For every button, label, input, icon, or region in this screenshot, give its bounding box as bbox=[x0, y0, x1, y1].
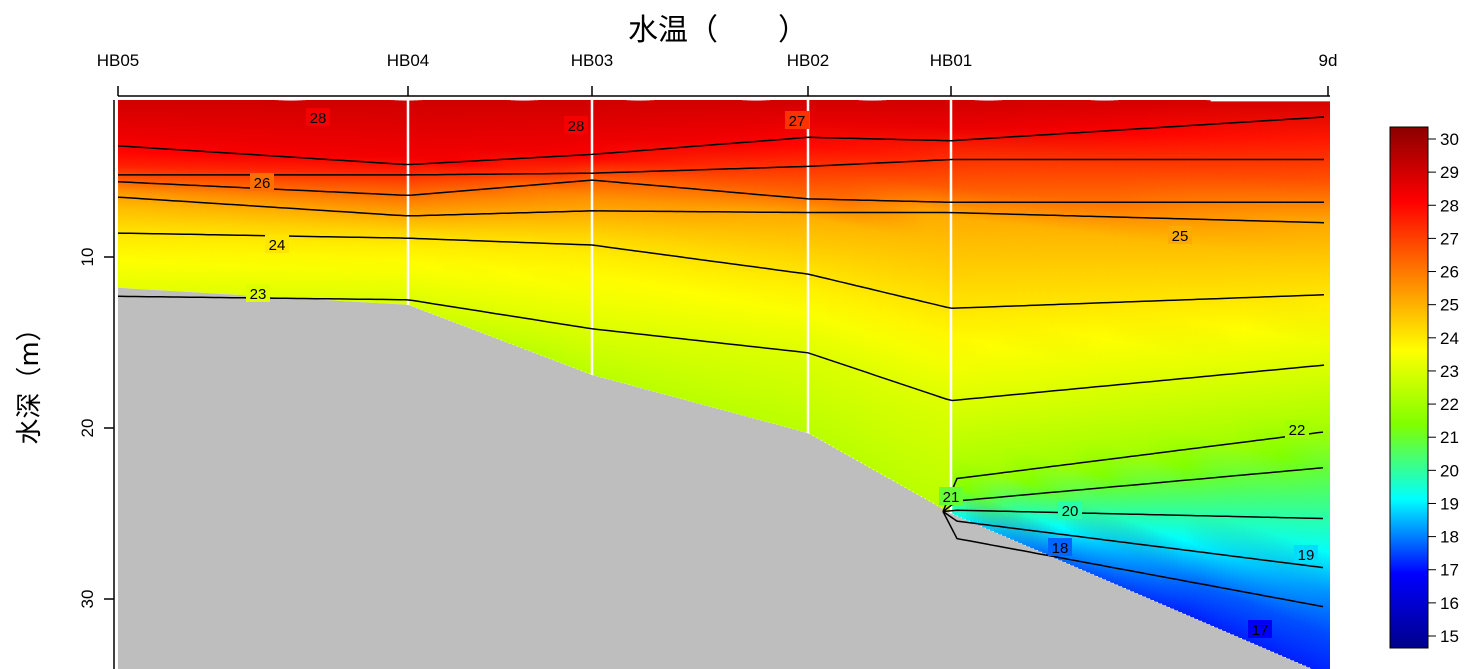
colorbar-tick-label: 24 bbox=[1440, 329, 1459, 348]
station-label-hb04: HB04 bbox=[387, 51, 430, 70]
contour-label-bg bbox=[265, 235, 289, 253]
contour-label-bg bbox=[564, 116, 588, 134]
contour-labels: 28 28 27 26 25 24 23 22 21 20 19 18 17 bbox=[246, 108, 1318, 639]
colorbar-tick-label: 23 bbox=[1440, 362, 1459, 381]
isotherm-23 bbox=[118, 295, 1325, 402]
station-label-hb01: HB01 bbox=[930, 51, 973, 70]
contour-label-bg bbox=[939, 487, 963, 505]
contour-label-bg bbox=[306, 108, 330, 126]
isotherm-27 bbox=[118, 158, 1324, 176]
contour-label-bg bbox=[1058, 501, 1082, 519]
colorbar-tick-label: 18 bbox=[1440, 528, 1459, 547]
station-axis: HB05 HB04 HB03 HB02 HB01 9d bbox=[97, 51, 1338, 97]
colorbar-tick-label: 28 bbox=[1440, 196, 1459, 215]
colorbar-tick-label: 22 bbox=[1440, 395, 1459, 414]
contour-label-bg bbox=[1048, 538, 1072, 556]
contour-label: 25 bbox=[1172, 228, 1189, 245]
colorbar-tick-label: 26 bbox=[1440, 263, 1459, 282]
contour-label-bg bbox=[1248, 620, 1272, 638]
isotherm-24 bbox=[118, 232, 1325, 310]
isotherm-lines bbox=[118, 116, 1325, 608]
seabed bbox=[118, 287, 1330, 669]
chart-title: 水温（ ） bbox=[628, 13, 808, 48]
isotherm-22 bbox=[942, 431, 1324, 512]
depth-tick-label: 30 bbox=[78, 590, 97, 609]
contour-label: 22 bbox=[1289, 422, 1306, 439]
depth-tick-label: 10 bbox=[78, 248, 97, 267]
isotherm-19 bbox=[942, 510, 1324, 569]
isotherm-28 bbox=[118, 116, 1325, 166]
colorbar-ramp bbox=[1389, 126, 1429, 649]
colorbar-tick-label: 29 bbox=[1440, 163, 1459, 182]
contour-label: 23 bbox=[250, 286, 267, 303]
contour-label-bg bbox=[246, 284, 270, 302]
isotherm-20 bbox=[942, 509, 1324, 520]
contour-label-bg bbox=[1168, 226, 1192, 244]
contour-label: 26 bbox=[254, 175, 271, 192]
contour-label-bg bbox=[1285, 420, 1309, 438]
isotherm-25 bbox=[118, 196, 1325, 224]
station-label-hb02: HB02 bbox=[787, 51, 830, 70]
isotherm-21 bbox=[942, 467, 1324, 513]
contour-label-bg bbox=[250, 173, 274, 191]
contour-label: 17 bbox=[1252, 622, 1269, 639]
colorbar-tick-label: 17 bbox=[1440, 561, 1459, 580]
depth-tick-label: 20 bbox=[78, 419, 97, 438]
colorbar: 15 16 17 18 19 20 21 22 23 24 25 26 27 28 29 30 bbox=[1389, 126, 1459, 649]
station-label-9d: 9d bbox=[1319, 51, 1338, 70]
contour-label: 18 bbox=[1052, 540, 1069, 557]
colorbar-tick-label: 19 bbox=[1440, 494, 1459, 513]
contour-label: 27 bbox=[789, 113, 806, 130]
colorbar-tick-label: 15 bbox=[1440, 627, 1459, 646]
contour-label-bg bbox=[1294, 545, 1318, 563]
colorbar-tick-label: 27 bbox=[1440, 229, 1459, 248]
colorbar-tick-label: 21 bbox=[1440, 428, 1459, 447]
colorbar-tick-label: 20 bbox=[1440, 461, 1459, 480]
contour-label: 28 bbox=[568, 118, 585, 135]
isotherm-26 bbox=[118, 179, 1324, 204]
contour-label: 28 bbox=[310, 110, 327, 127]
depth-axis: 10 20 30 bbox=[78, 100, 115, 669]
colorbar-tick-label: 30 bbox=[1440, 130, 1459, 149]
station-label-hb05: HB05 bbox=[97, 51, 140, 70]
colorbar-tick-label: 25 bbox=[1440, 296, 1459, 315]
plot-area: 28 28 27 26 25 24 23 22 21 20 19 18 17 bbox=[118, 100, 1330, 669]
contour-label: 21 bbox=[943, 489, 960, 506]
contour-label: 24 bbox=[269, 237, 286, 254]
isotherm-18 bbox=[942, 511, 1324, 608]
colorbar-tick-label: 16 bbox=[1440, 594, 1459, 613]
station-label-hb03: HB03 bbox=[571, 51, 614, 70]
y-axis-label: 水深（m） bbox=[15, 315, 45, 444]
contour-label-bg bbox=[785, 111, 809, 129]
temperature-field bbox=[118, 100, 1330, 669]
contour-label: 19 bbox=[1298, 547, 1315, 564]
contour-label: 20 bbox=[1062, 503, 1079, 520]
